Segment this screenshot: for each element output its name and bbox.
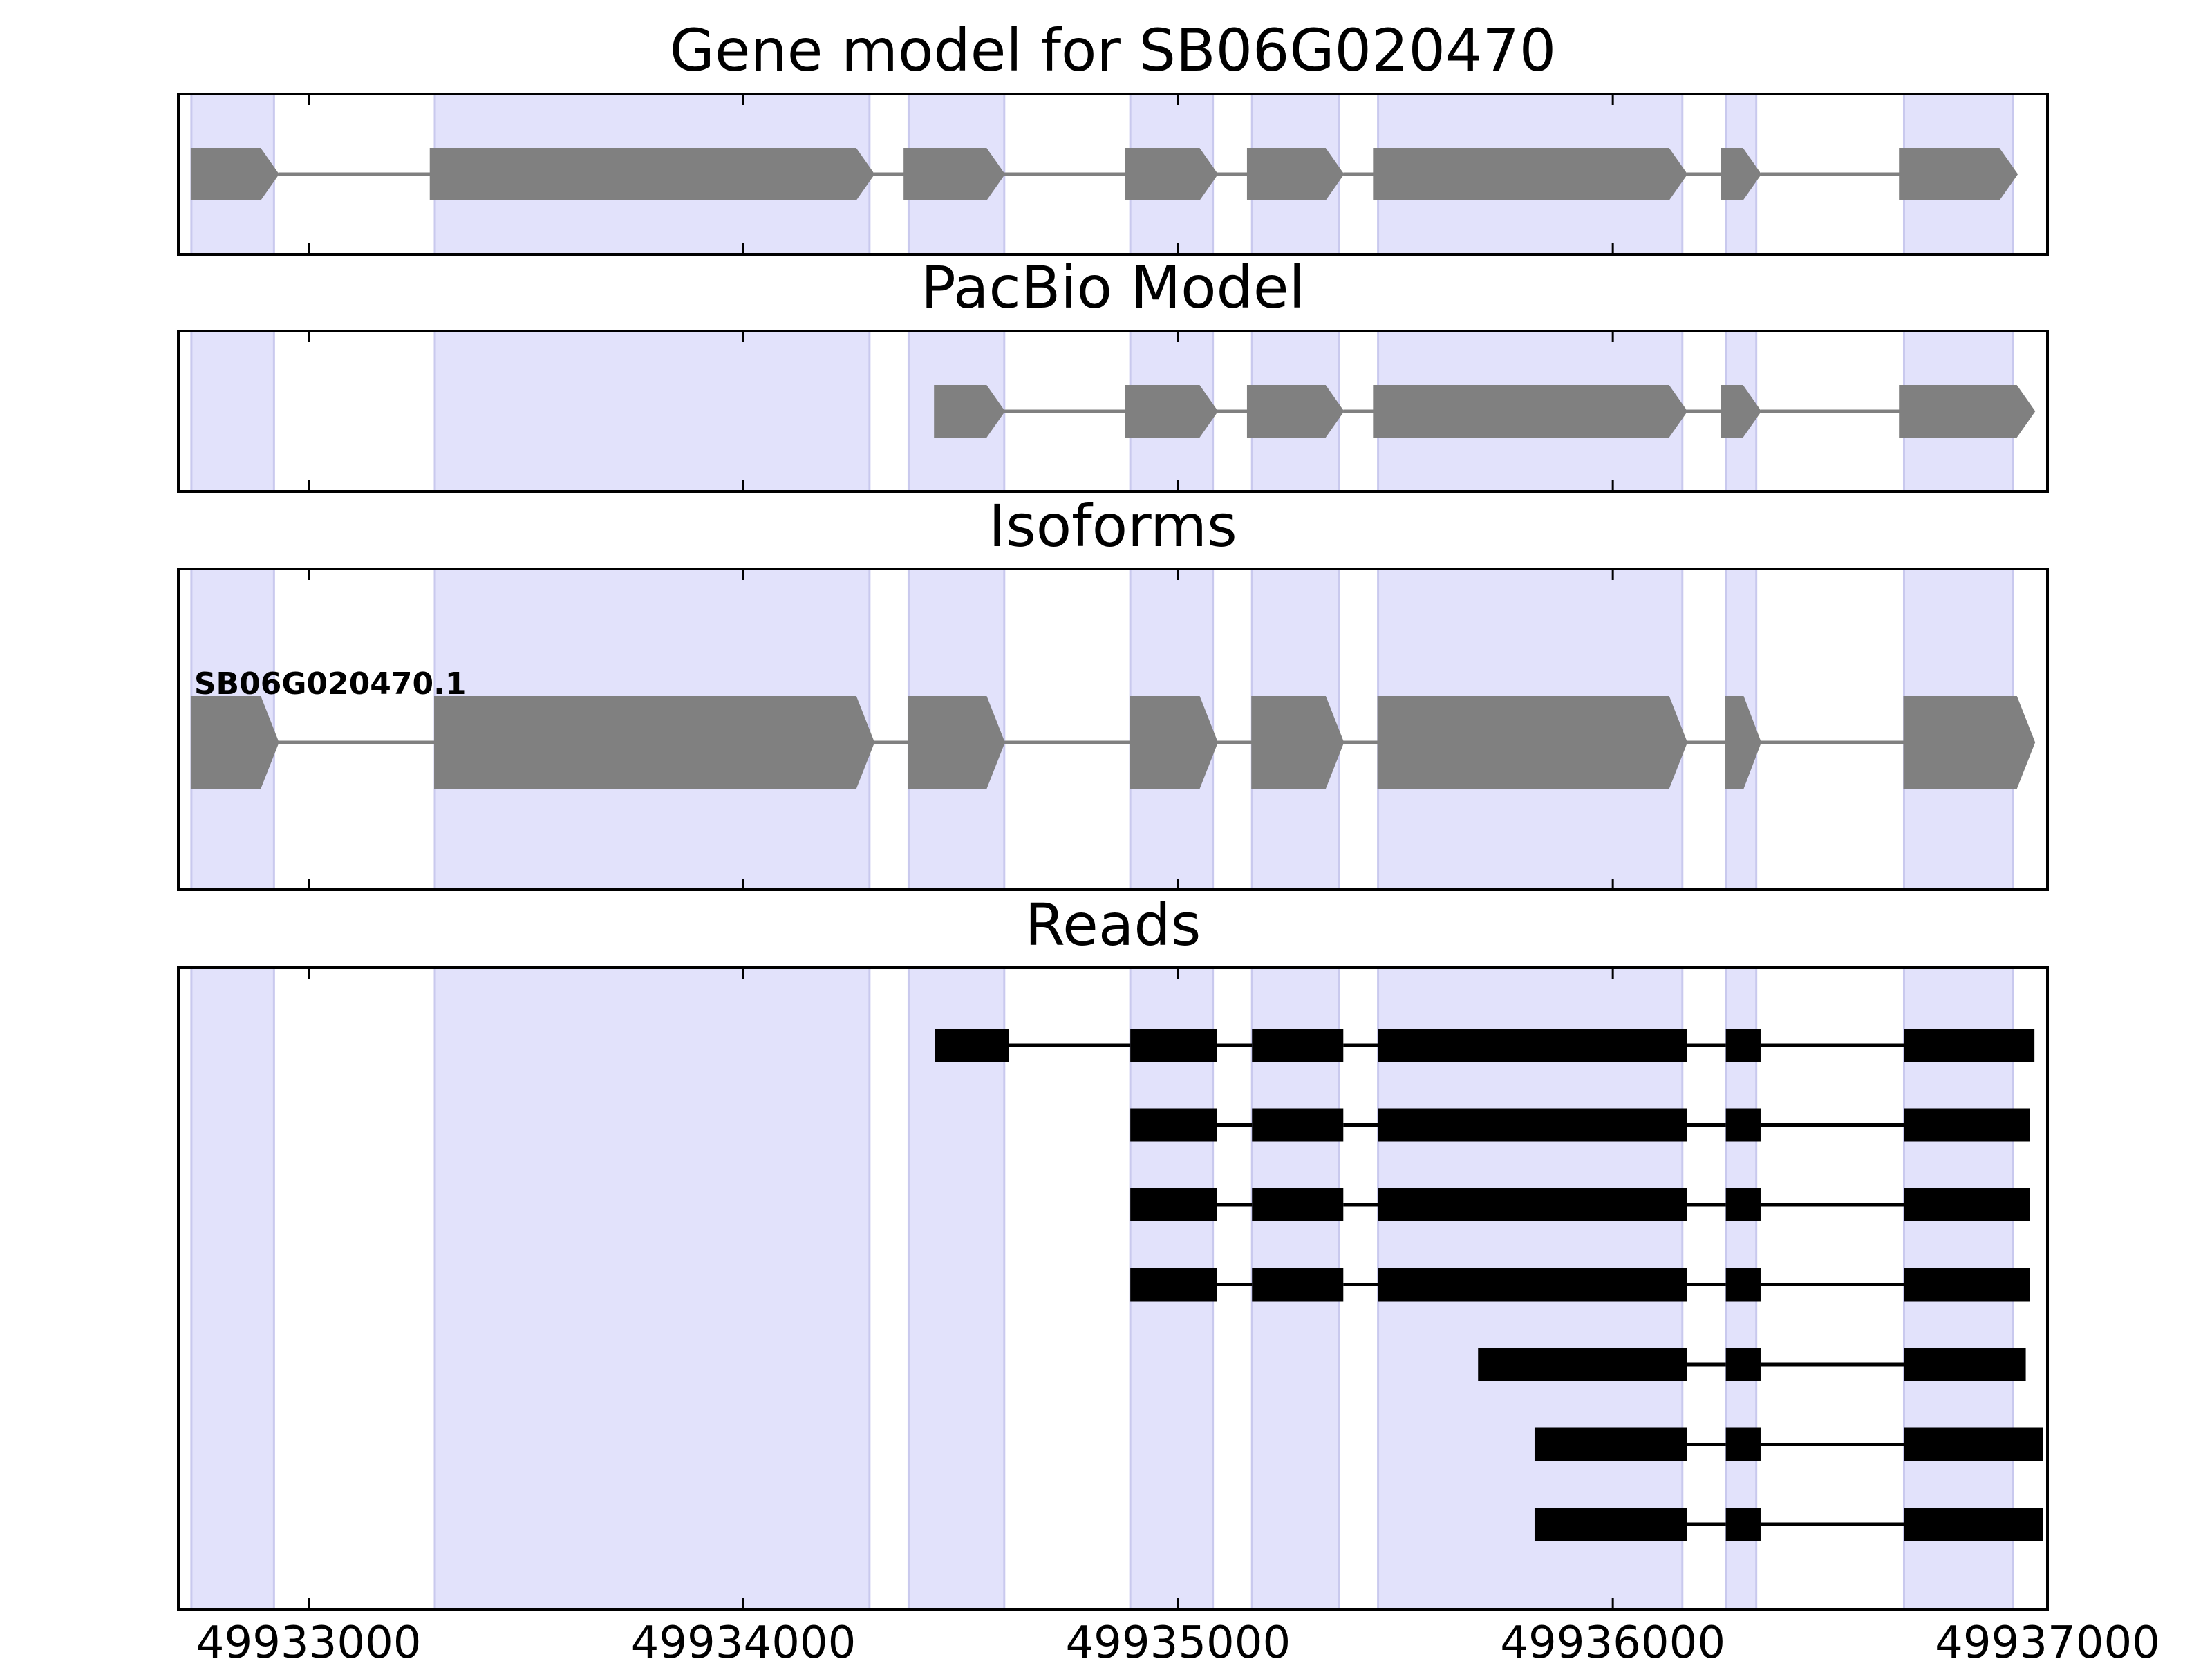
exon-arrow [1377,696,1688,789]
read-block [1725,1348,1761,1381]
read-block [1378,1029,1687,1062]
exon-arrow [1125,148,1219,200]
read-block [1252,1029,1344,1062]
panel-title-pacbio-model: PacBio Model [921,254,1305,321]
exon-arrow [1721,385,1762,438]
exon-arrow [903,148,1006,200]
exon-arrow [429,148,875,200]
axes-frame [177,568,2049,891]
read-block [1130,1188,1217,1221]
axes-frame [177,330,2049,493]
read-block [1904,1427,2043,1461]
exon-shading-band [907,966,1006,1611]
read-block [1130,1029,1217,1062]
x-tick-label: 49933000 [196,1618,422,1659]
panel-title-gene-model: Gene model for SB06G020470 [670,17,1556,84]
exon-arrow [908,696,1005,789]
x-tick-label: 49936000 [1500,1618,1725,1659]
read-block [1725,1029,1761,1062]
read-block [1904,1029,2035,1062]
reads-panel: 49933000 49934000 49935000 49936000 49937000 [177,966,2160,1659]
read-block [1904,1108,2030,1142]
x-tick-label: 49937000 [1935,1618,2160,1659]
exon-arrow [1899,148,2018,200]
read-block [1252,1108,1344,1142]
read-block [1904,1348,2026,1381]
gene-model-panel [177,93,2049,256]
read-block [1725,1427,1761,1461]
exon-arrow [1246,385,1344,438]
axes-frame [177,93,2049,256]
read-block [1534,1508,1687,1541]
exon-arrow [1373,148,1688,200]
exon-arrow [190,696,279,789]
read-block [1725,1268,1761,1302]
read-block [1378,1188,1687,1221]
read-block [935,1029,1009,1062]
panel-title-isoforms: Isoforms [988,492,1237,560]
exon-arrow [934,385,1006,438]
read-block [1725,1108,1761,1142]
read-block [1252,1268,1344,1302]
read-block [1378,1268,1687,1302]
exon-arrow [1125,385,1219,438]
exon-shading-band [190,966,275,1611]
x-tick-label: 49935000 [1065,1618,1291,1659]
exon-arrow [1899,385,2036,438]
exon-shading-band [433,966,871,1611]
exon-arrow [1721,148,1762,200]
read-block [1904,1268,2030,1302]
read-block [1130,1268,1217,1302]
exon-arrow [1130,696,1218,789]
exon-arrow [1373,385,1688,438]
exon-arrow [1725,696,1762,789]
pacbio-model-panel [177,330,2049,493]
exon-arrow [190,148,279,200]
read-block [1130,1108,1217,1142]
panel-title-reads: Reads [1025,891,1201,959]
read-block [1904,1188,2030,1221]
x-tick-label: 49934000 [631,1618,856,1659]
read-block [1378,1108,1687,1142]
read-block [1725,1508,1761,1541]
read-block [1252,1188,1344,1221]
read-block [1534,1427,1687,1461]
exon-shading-band [190,330,275,493]
exon-arrow [1251,696,1344,789]
read-block [1725,1188,1761,1221]
isoforms-panel: SB06G020470.1 [177,568,2049,891]
axes-frame [177,966,2049,1611]
exon-arrow [1903,696,2036,789]
exon-arrow [1246,148,1344,200]
read-block [1478,1348,1687,1381]
read-block [1904,1508,2043,1541]
isoform-label: SB06G020470.1 [194,666,467,702]
exon-arrow [434,696,875,789]
exon-shading-band [433,330,871,493]
